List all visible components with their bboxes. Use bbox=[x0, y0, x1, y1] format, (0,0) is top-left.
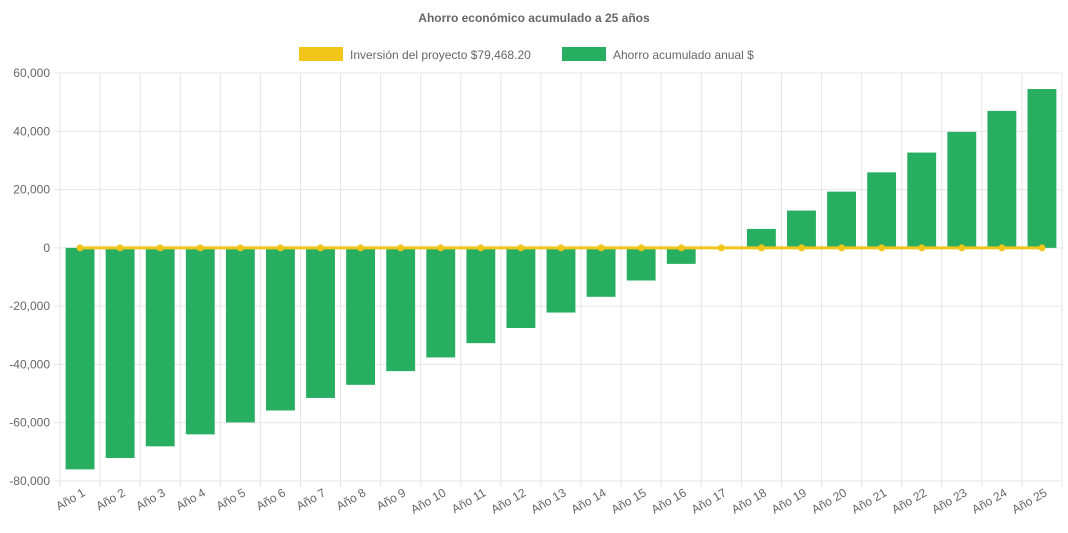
investment-point-10[interactable] bbox=[437, 244, 445, 252]
investment-point-22[interactable] bbox=[918, 244, 926, 252]
legend-label-0[interactable]: Inversión del proyecto $79,468.20 bbox=[350, 48, 531, 62]
bar-4[interactable] bbox=[185, 247, 215, 435]
x-tick-label-2: Año 2 bbox=[93, 485, 127, 513]
x-tick-label-9: Año 9 bbox=[374, 485, 408, 513]
x-tick-label-3: Año 3 bbox=[134, 485, 168, 513]
x-tick-label-20: Año 20 bbox=[809, 485, 849, 516]
bar-6[interactable] bbox=[266, 247, 295, 411]
x-tick-label-15: Año 15 bbox=[609, 485, 649, 516]
investment-point-2[interactable] bbox=[116, 244, 124, 252]
bar-11[interactable] bbox=[466, 247, 496, 344]
investment-point-12[interactable] bbox=[517, 244, 525, 252]
x-tick-label-10: Año 10 bbox=[408, 485, 448, 516]
bar-10[interactable] bbox=[426, 247, 456, 358]
x-tick-label-5: Año 5 bbox=[214, 485, 248, 513]
bar-12[interactable] bbox=[506, 247, 536, 328]
x-tick-label-12: Año 12 bbox=[488, 485, 528, 516]
bar-16[interactable] bbox=[666, 247, 696, 264]
investment-point-8[interactable] bbox=[357, 244, 365, 252]
x-tick-label-6: Año 6 bbox=[254, 485, 288, 513]
investment-point-21[interactable] bbox=[878, 244, 886, 252]
investment-point-20[interactable] bbox=[838, 244, 846, 252]
bar-22[interactable] bbox=[907, 152, 937, 248]
bar-9[interactable] bbox=[386, 247, 416, 372]
chart-legend: Inversión del proyecto $79,468.20 Ahorro … bbox=[299, 47, 754, 62]
bar-15[interactable] bbox=[626, 247, 656, 281]
x-tick-label-21: Año 21 bbox=[849, 485, 889, 516]
investment-point-11[interactable] bbox=[477, 244, 485, 252]
bar-19[interactable] bbox=[787, 210, 816, 248]
investment-point-15[interactable] bbox=[637, 244, 645, 252]
investment-point-9[interactable] bbox=[397, 244, 405, 252]
x-tick-label-11: Año 11 bbox=[449, 485, 488, 516]
y-tick-label-3: 0 bbox=[43, 241, 50, 255]
y-tick-label-7: -80,000 bbox=[9, 474, 50, 488]
x-tick-label-24: Año 24 bbox=[969, 485, 1009, 516]
x-tick-label-25: Año 25 bbox=[1010, 485, 1050, 516]
line-series bbox=[76, 244, 1046, 252]
investment-point-25[interactable] bbox=[1038, 244, 1046, 252]
y-axis: 60,000 40,000 20,000 0 -20,000 -40,000 -60,000… bbox=[9, 66, 50, 488]
y-tick-label-6: -60,000 bbox=[9, 416, 50, 430]
bar-21[interactable] bbox=[867, 172, 897, 248]
bar-8[interactable] bbox=[346, 247, 376, 385]
investment-point-17[interactable] bbox=[717, 244, 725, 252]
investment-point-13[interactable] bbox=[557, 244, 565, 252]
bar-series bbox=[65, 89, 1057, 470]
x-axis: Año 1 Año 2 Año 3 Año 4 Año 5 Año 6 Año 7 Año 8… bbox=[53, 485, 1049, 516]
x-tick-label-4: Año 4 bbox=[174, 485, 208, 513]
x-tick-label-7: Año 7 bbox=[294, 485, 328, 513]
investment-point-5[interactable] bbox=[236, 244, 244, 252]
x-tick-label-22: Año 22 bbox=[889, 485, 929, 516]
investment-point-3[interactable] bbox=[156, 244, 164, 252]
y-tick-label-5: -40,000 bbox=[9, 357, 50, 371]
investment-point-16[interactable] bbox=[677, 244, 685, 252]
investment-point-4[interactable] bbox=[196, 244, 204, 252]
bar-14[interactable] bbox=[586, 247, 616, 297]
bar-5[interactable] bbox=[225, 247, 255, 423]
y-tick-label-0: 60,000 bbox=[13, 66, 50, 80]
chart-title: Ahorro económico acumulado a 25 años bbox=[418, 11, 650, 25]
bar-18[interactable] bbox=[746, 228, 776, 248]
x-tick-label-8: Año 8 bbox=[334, 485, 368, 513]
bar-25[interactable] bbox=[1027, 89, 1057, 248]
x-tick-label-18: Año 18 bbox=[729, 485, 769, 516]
legend-label-1[interactable]: Ahorro acumulado anual $ bbox=[613, 48, 754, 62]
bar-3[interactable] bbox=[145, 247, 175, 447]
investment-point-23[interactable] bbox=[958, 244, 966, 252]
bar-23[interactable] bbox=[947, 131, 977, 248]
investment-point-24[interactable] bbox=[998, 244, 1006, 252]
y-tick-label-2: 20,000 bbox=[13, 183, 50, 197]
investment-point-18[interactable] bbox=[757, 244, 765, 252]
bar-20[interactable] bbox=[827, 191, 856, 248]
x-tick-label-1: Año 1 bbox=[53, 485, 87, 513]
bar-24[interactable] bbox=[987, 110, 1017, 248]
y-tick-label-1: 40,000 bbox=[13, 124, 50, 138]
bar-1[interactable] bbox=[65, 247, 95, 470]
y-tick-label-4: -20,000 bbox=[9, 299, 50, 313]
investment-point-7[interactable] bbox=[317, 244, 325, 252]
legend-swatch-1[interactable] bbox=[562, 47, 606, 61]
bar-7[interactable] bbox=[306, 247, 335, 398]
bar-13[interactable] bbox=[546, 247, 576, 313]
bar-2[interactable] bbox=[105, 247, 135, 458]
investment-point-14[interactable] bbox=[597, 244, 605, 252]
legend-swatch-0[interactable] bbox=[299, 47, 343, 61]
x-tick-label-16: Año 16 bbox=[649, 485, 689, 516]
investment-point-19[interactable] bbox=[797, 244, 805, 252]
x-tick-label-14: Año 14 bbox=[569, 485, 609, 516]
x-tick-label-13: Año 13 bbox=[529, 485, 569, 516]
investment-point-1[interactable] bbox=[76, 244, 84, 252]
x-tick-label-19: Año 19 bbox=[769, 485, 809, 516]
investment-point-6[interactable] bbox=[276, 244, 284, 252]
grid bbox=[54, 72, 1063, 487]
x-tick-label-23: Año 23 bbox=[929, 485, 969, 516]
x-tick-label-17: Año 17 bbox=[689, 485, 729, 516]
